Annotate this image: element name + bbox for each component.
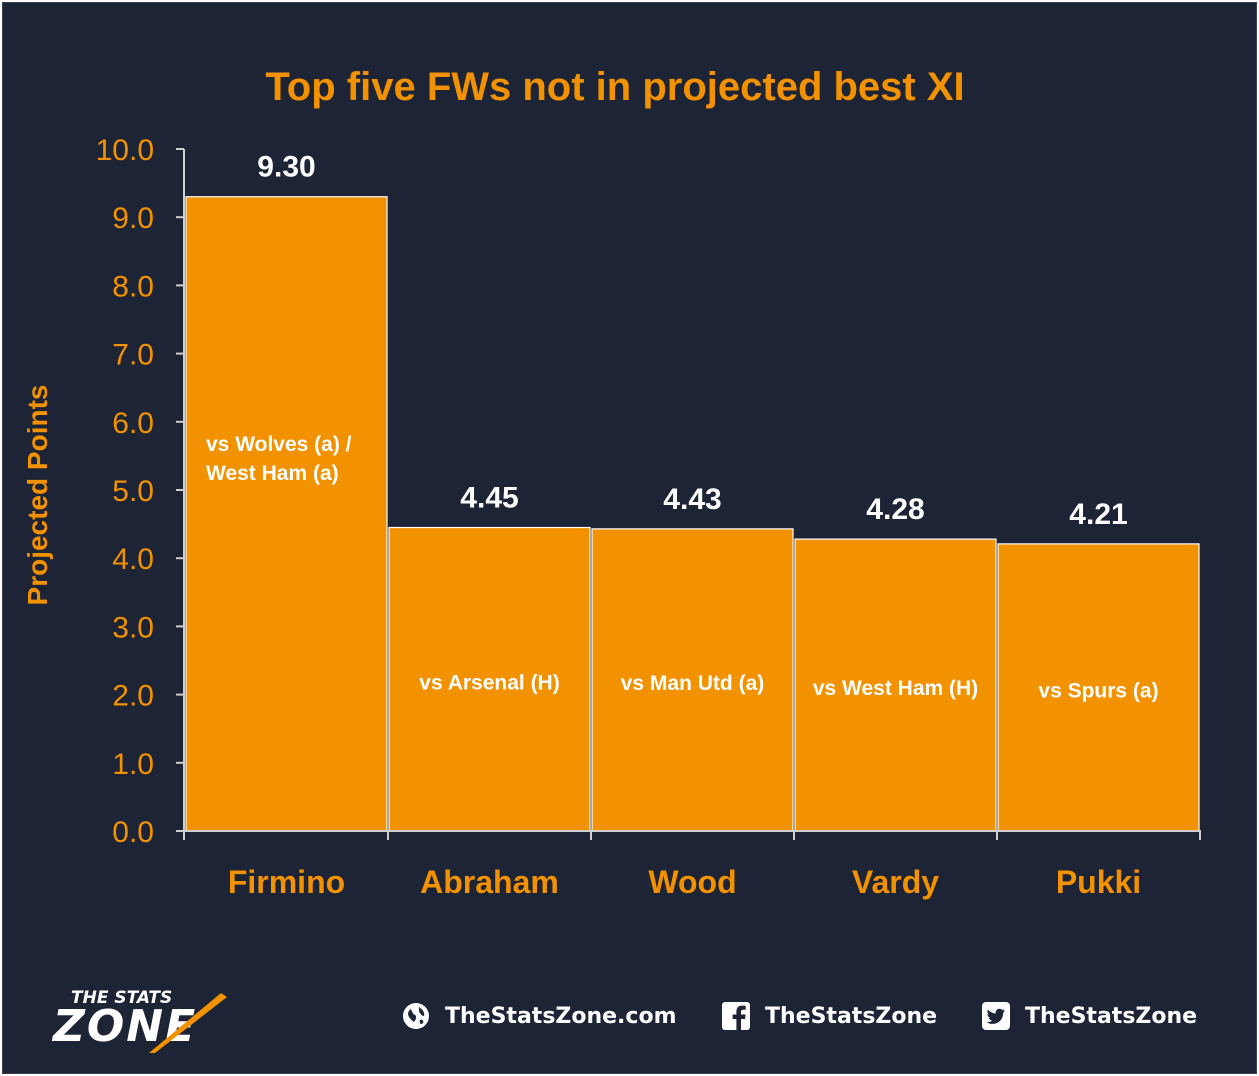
website-text: TheStatsZone.com <box>445 1003 677 1029</box>
bar-wood <box>591 528 794 832</box>
twitter-link[interactable]: TheStatsZone <box>981 1001 1197 1031</box>
x-tick-label: Wood <box>648 864 736 900</box>
twitter-text: TheStatsZone <box>1025 1003 1198 1029</box>
bar-annotation: vs Spurs (a) <box>1038 679 1158 702</box>
y-tick-label: 3.0 <box>112 611 154 644</box>
bar-chart: Top five FWs not in projected best XI Pr… <box>22 65 1201 900</box>
y-tick-label: 6.0 <box>112 407 154 440</box>
facebook-text: TheStatsZone <box>765 1003 938 1029</box>
x-tick-label: Abraham <box>420 864 559 900</box>
bar-annotation: vs Man Utd (a) <box>621 672 765 695</box>
y-tick-label: 7.0 <box>112 339 154 372</box>
facebook-link[interactable]: TheStatsZone <box>721 1001 937 1031</box>
data-label: 4.45 <box>460 482 518 515</box>
data-label: 4.21 <box>1069 498 1127 531</box>
logo-text-bottom: ZONE <box>51 1001 197 1052</box>
logo-accent-stripe <box>149 993 227 1053</box>
bar-annotation: vs Wolves (a) / <box>206 433 352 456</box>
facebook-icon <box>722 1002 750 1030</box>
x-tick-label: Firmino <box>228 864 345 900</box>
y-tick-label: 2.0 <box>112 680 154 713</box>
x-tick-label: Pukki <box>1056 864 1141 900</box>
y-axis-label: Projected Points <box>22 385 53 606</box>
data-label: 4.28 <box>866 493 924 526</box>
bar-annotation: vs West Ham (H) <box>813 677 978 700</box>
globe-icon <box>403 1003 429 1029</box>
bar-firmino <box>185 196 388 832</box>
y-tick-label: 0.0 <box>112 816 154 849</box>
twitter-icon <box>982 1002 1010 1030</box>
bar-annotation: vs Arsenal (H) <box>419 671 559 694</box>
y-tick-label: 5.0 <box>112 475 154 508</box>
chart-title: Top five FWs not in projected best XI <box>265 65 964 109</box>
logo-text-top: THE STATS <box>71 988 172 1008</box>
y-tick-label: 10.0 <box>96 134 154 167</box>
y-tick-label: 8.0 <box>112 270 154 303</box>
y-tick-label: 1.0 <box>112 748 154 781</box>
data-label: 4.43 <box>663 483 721 516</box>
stats-zone-logo: THE STATS ZONE <box>51 988 227 1053</box>
bar-annotation: West Ham (a) <box>206 462 339 485</box>
y-tick-label: 4.0 <box>112 543 154 576</box>
x-tick-label: Vardy <box>852 864 939 900</box>
bar-pukki <box>997 543 1200 832</box>
data-label: 9.30 <box>257 151 315 184</box>
y-tick-label: 9.0 <box>112 202 154 235</box>
bar-abraham <box>388 526 591 832</box>
website-link[interactable]: TheStatsZone.com <box>401 1001 677 1031</box>
bar-vardy <box>794 538 997 832</box>
